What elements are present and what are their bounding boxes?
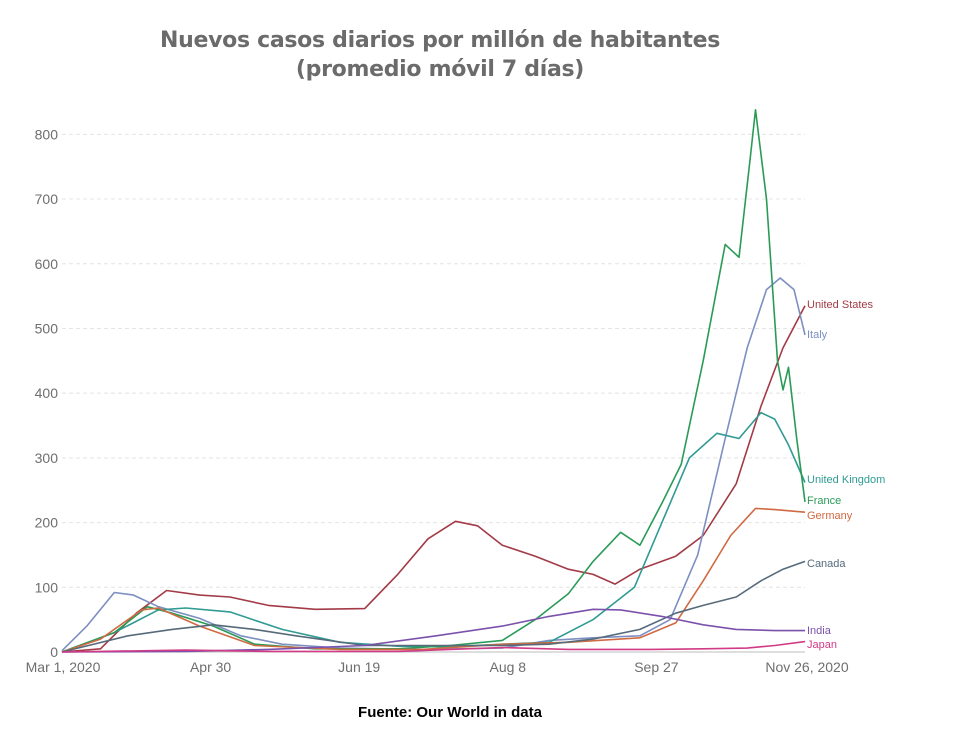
x-tick-label-2: Jun 19 <box>338 659 380 675</box>
series-line-united-kingdom <box>61 411 806 653</box>
y-tick-label-600: 600 <box>35 256 59 272</box>
chart-title-line1: Nuevos casos diarios por millón de habit… <box>160 28 720 53</box>
series-label-germany: Germany <box>807 510 853 522</box>
series-labels: United States Italy United Kingdom France Ge… <box>807 299 885 651</box>
y-tick-label-0: 0 <box>50 644 58 660</box>
x-tick-label-1: Apr 30 <box>190 659 231 675</box>
y-tick-label-200: 200 <box>35 515 59 531</box>
y-tick-label-700: 700 <box>35 191 59 207</box>
series-line-canada <box>61 560 806 653</box>
series-line-germany <box>61 507 806 653</box>
line-chart: 0 100 200 300 400 500 600 700 800 Mar 1, 2020 Apr… <box>26 109 885 675</box>
y-tick-label-300: 300 <box>35 450 59 466</box>
x-tick-label-0: Mar 1, 2020 <box>26 659 101 675</box>
series-label-canada: Canada <box>807 558 846 570</box>
series-lines <box>61 109 806 653</box>
y-tick-label-800: 800 <box>35 126 59 142</box>
series-label-italy: Italy <box>807 329 828 341</box>
series-line-japan <box>61 640 806 653</box>
series-label-india: India <box>807 625 832 637</box>
series-line-united-states <box>61 305 806 653</box>
y-tick-label-400: 400 <box>35 385 59 401</box>
series-line-france <box>61 109 806 653</box>
x-tick-label-5: Nov 26, 2020 <box>765 659 848 675</box>
y-tick-label-500: 500 <box>35 320 59 336</box>
y-axis-ticks: 0 100 200 300 400 500 600 700 800 <box>35 126 59 660</box>
chart-title-line2: (promedio móvil 7 días) <box>295 57 585 82</box>
chart-title: Nuevos casos diarios por millón de habit… <box>130 26 750 84</box>
grid <box>62 133 805 653</box>
series-label-united-kingdom: United Kingdom <box>807 474 885 486</box>
y-tick-label-100: 100 <box>35 579 59 595</box>
series-line-india <box>61 608 805 653</box>
x-tick-label-4: Sep 27 <box>634 659 679 675</box>
series-label-united-states: United States <box>807 299 874 311</box>
series-label-japan: Japan <box>807 639 837 651</box>
series-label-france: France <box>807 495 841 507</box>
x-axis-ticks: Mar 1, 2020 Apr 30 Jun 19 Aug 8 Sep 27 Nov 26… <box>26 659 849 675</box>
source-note: Fuente: Our World in data <box>358 704 542 721</box>
x-tick-label-3: Aug 8 <box>490 659 527 675</box>
